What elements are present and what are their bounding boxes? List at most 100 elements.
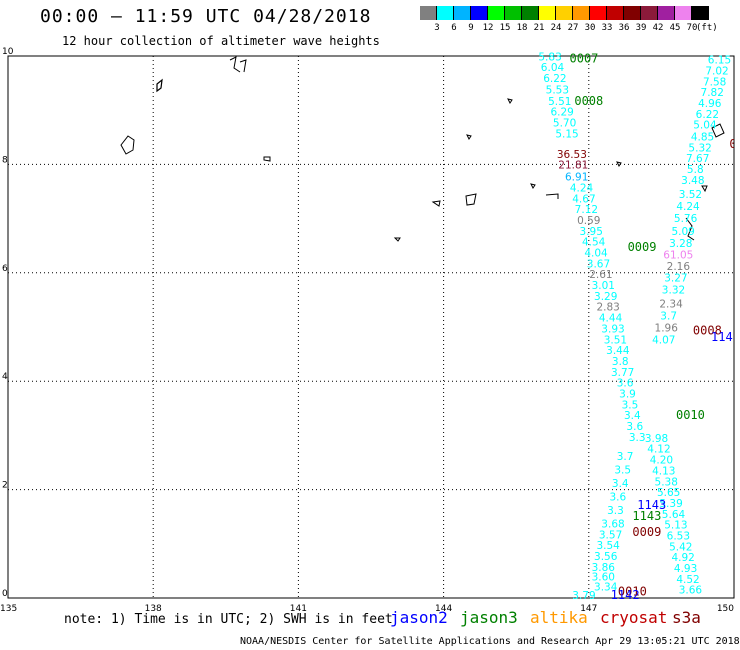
wave-height-label: 3.01	[592, 280, 615, 292]
wave-height-label: 6.22	[696, 109, 719, 121]
island-outline	[466, 134, 472, 140]
legend-s3a: s3a	[672, 608, 701, 627]
colorbar-swatch	[522, 6, 539, 20]
wave-height-label: 3.3	[629, 432, 646, 444]
wave-height-label: 5.64	[662, 509, 686, 521]
colorbar-label: 42	[652, 23, 664, 33]
wave-height-label: 7.67	[686, 153, 709, 165]
island-outline	[711, 123, 725, 138]
legend-altika: altika	[530, 608, 588, 627]
wave-height-label: 3.7	[617, 451, 634, 463]
page-title: 00:00 – 11:59 UTC 04/28/2018	[40, 6, 372, 27]
wave-height-label: 6.53	[667, 530, 690, 542]
x-tick-label: 144	[435, 604, 452, 614]
wave-height-label: 3.86	[592, 562, 616, 574]
wave-height-label: 3.6	[626, 421, 643, 433]
colorbar-label: 9	[468, 23, 474, 33]
colorbar-unit: (ft)	[696, 23, 718, 33]
wave-height-label: 4.93	[674, 563, 697, 575]
wave-height-label: 3.3	[607, 505, 624, 517]
wave-height-label: 6.04	[541, 62, 565, 74]
colorbar-swatch	[675, 6, 692, 20]
wave-height-label: 4.24	[676, 201, 700, 213]
colorbar-label: 45	[669, 23, 681, 33]
wave-height-label: 3.95	[580, 226, 603, 238]
pass-id-label: 0009	[628, 240, 657, 254]
colorbar-swatch	[488, 6, 505, 20]
wave-height-label: 2.83	[596, 302, 619, 314]
wave-height-label: 5.42	[669, 541, 692, 553]
wave-height-label: 4.54	[582, 237, 606, 249]
colorbar-swatch	[437, 6, 454, 20]
wave-height-label: 5.13	[664, 520, 687, 532]
colorbar-swatch	[624, 6, 641, 20]
colorbar-swatch	[454, 6, 471, 20]
wave-height-label: 1.96	[655, 322, 679, 334]
wave-height-label: 3.57	[599, 529, 622, 541]
x-tick-label: 138	[145, 604, 162, 614]
wave-height-label: 4.92	[671, 552, 694, 564]
legend-cryosat: cryosat	[600, 608, 668, 627]
wave-height-label: 5.39	[659, 498, 682, 510]
wave-height-label: 4.12	[647, 444, 670, 456]
island-outline	[263, 156, 271, 162]
colorbar-label: 70	[686, 23, 698, 33]
island-outline	[229, 56, 247, 73]
island-outline	[545, 193, 559, 199]
colorbar-swatch	[471, 6, 488, 20]
island-outlines	[120, 56, 725, 242]
wave-height-label: 4.24	[570, 183, 594, 195]
pass-id-label: 1143	[637, 498, 666, 512]
wave-height-label: 4.20	[650, 455, 673, 467]
wave-height-label: 3.32	[662, 284, 685, 296]
wave-height-label: 4.85	[691, 132, 714, 144]
page-subtitle: 12 hour collection of altimeter wave hei…	[62, 34, 380, 48]
colorbar-label: 27	[567, 23, 579, 33]
wave-height-label: 3.7	[660, 310, 677, 322]
colorbar-label: 36	[618, 23, 630, 33]
x-tick-label: 150	[717, 604, 734, 614]
wave-height-label: 5.53	[546, 84, 569, 96]
wave-height-label: 4.04	[584, 248, 608, 260]
colorbar-swatch	[692, 6, 709, 20]
colorbar-label: 15	[499, 23, 511, 33]
wave-height-label: 3.6	[617, 378, 634, 390]
colorbar-label: 30	[584, 23, 596, 33]
wave-height-label: 4.96	[698, 98, 722, 110]
wave-height-label: 4.67	[572, 193, 595, 205]
wave-height-label: 4.13	[652, 465, 675, 477]
x-tick-label: 141	[290, 604, 307, 614]
wave-height-label: 0.59	[577, 215, 600, 227]
wave-height-label: 5.15	[555, 128, 578, 140]
wave-height-label: 2.16	[667, 261, 691, 273]
island-outline	[530, 183, 536, 189]
wave-height-label: 3.66	[679, 585, 703, 597]
pass-id-label: 0	[729, 137, 736, 151]
colorbar-swatch	[420, 6, 437, 20]
wave-height-label: 3.29	[594, 291, 617, 303]
wave-height-label: 36.53	[557, 149, 587, 161]
wave-height-label: 3.6	[609, 491, 626, 503]
wave-height-label: 3.28	[669, 238, 692, 250]
wave-height-label: 3.56	[594, 551, 618, 563]
colorbar-swatch	[590, 6, 607, 20]
island-outline	[616, 161, 622, 167]
colorbar-label: 12	[482, 23, 494, 33]
wave-height-label: 3.4	[624, 410, 641, 422]
wave-height-label: 5.04	[693, 120, 717, 132]
island-outline	[507, 98, 513, 104]
wave-height-label: 3.8	[612, 356, 629, 368]
wave-height-label: 3.34	[594, 581, 618, 593]
wave-height-label: 3.93	[601, 323, 624, 335]
colorbar-swatch	[556, 6, 573, 20]
legend-jason3: jason3	[460, 608, 518, 627]
island-outline	[120, 135, 135, 155]
colorbar-swatch	[607, 6, 624, 20]
wave-height-label: 5.70	[553, 117, 576, 129]
wave-height-label: 4.07	[652, 334, 675, 346]
wave-height-label: 3.48	[681, 175, 704, 187]
wave-height-label: 4.52	[676, 574, 699, 586]
wave-height-label: 3.98	[645, 433, 668, 445]
pass-id-label: 0009	[632, 525, 661, 539]
